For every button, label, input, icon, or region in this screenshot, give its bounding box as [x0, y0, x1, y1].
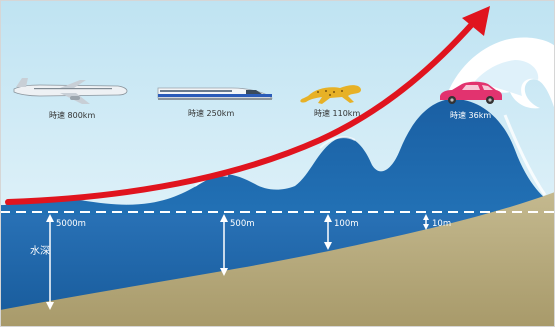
wave-profile: [0, 99, 555, 215]
cheetah-speed-label: 時速 110km: [314, 109, 360, 118]
bullet-train-speed-label: 時速 250km: [188, 109, 234, 118]
depth-marker-10m: [423, 214, 429, 230]
airplane-speed-label: 時速 800km: [49, 111, 95, 120]
depth-label-500m: 500m: [230, 219, 255, 229]
depth-marker-100m: [324, 214, 332, 250]
depth-marker-500m: [220, 214, 228, 276]
foam-edge: [319, 136, 356, 149]
depth-label-100m: 100m: [334, 219, 359, 229]
car-speed-label: 時速 36km: [450, 111, 491, 120]
depth-axis-label: 水深: [30, 245, 50, 257]
cheetah-icon: [300, 85, 361, 104]
wave-crest-inner: [470, 60, 539, 96]
depth-marker-5000m: [46, 214, 54, 310]
depth-label-5000m: 5000m: [56, 219, 86, 229]
airplane-icon: [13, 78, 128, 104]
car-icon: [440, 81, 502, 104]
depth-label-10m: 10m: [432, 219, 451, 229]
bullet-train-icon: [157, 87, 274, 100]
speed-arrow-head: [462, 6, 490, 36]
seabed: [0, 192, 555, 327]
wave-crest-shadow: [503, 114, 547, 196]
speed-arrow: [5, 19, 477, 205]
